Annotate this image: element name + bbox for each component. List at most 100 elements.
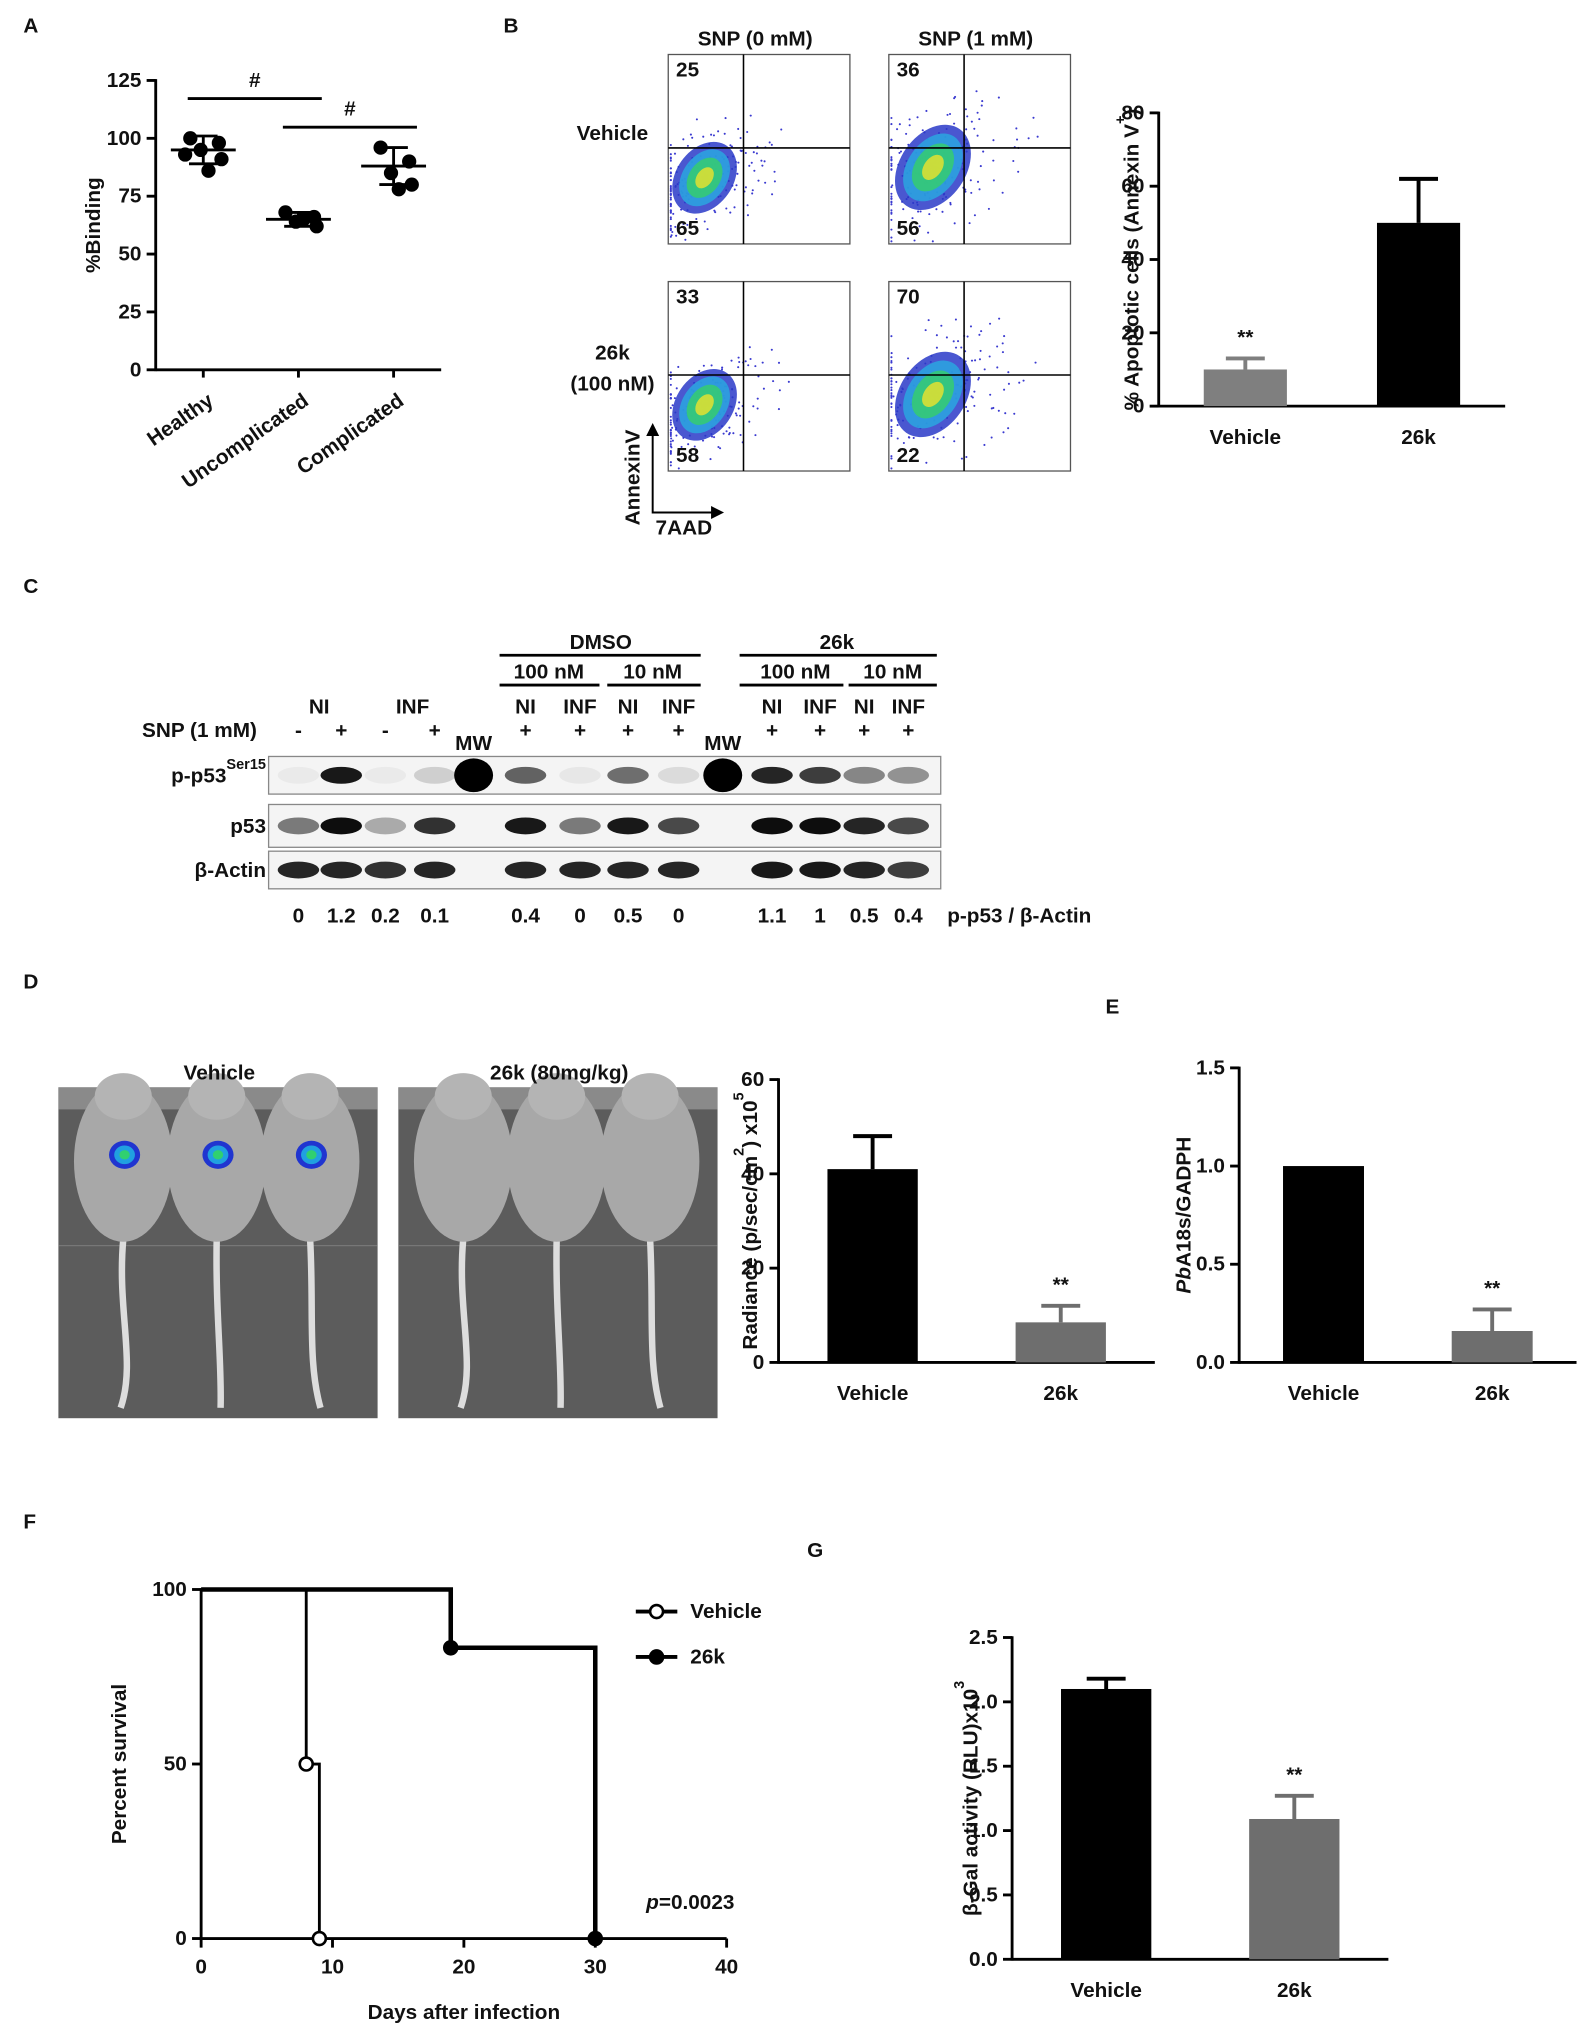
event bbox=[729, 144, 732, 147]
event bbox=[686, 223, 689, 226]
event bbox=[754, 365, 757, 368]
event bbox=[671, 404, 674, 407]
signal bbox=[119, 1150, 130, 1160]
row-label: (100 nM) bbox=[570, 373, 654, 396]
event bbox=[669, 216, 672, 219]
band bbox=[657, 817, 700, 835]
event bbox=[941, 210, 944, 213]
event bbox=[905, 132, 908, 135]
y-tick-label: 60 bbox=[741, 1068, 764, 1091]
event bbox=[709, 458, 712, 461]
event bbox=[890, 432, 893, 435]
event bbox=[669, 227, 672, 230]
y-tick-label: 20 bbox=[741, 1257, 764, 1280]
event bbox=[992, 406, 995, 409]
quadrant-value: 65 bbox=[676, 217, 699, 240]
event bbox=[965, 405, 968, 409]
band bbox=[364, 766, 407, 784]
event bbox=[979, 165, 982, 168]
event bbox=[750, 161, 753, 164]
event bbox=[756, 397, 759, 400]
event bbox=[669, 190, 672, 193]
snp-sign: + bbox=[902, 719, 914, 742]
band bbox=[320, 766, 363, 784]
event bbox=[717, 130, 720, 133]
event bbox=[973, 390, 976, 393]
event bbox=[966, 335, 969, 338]
event bbox=[890, 389, 893, 392]
snp-label: SNP (1 mM) bbox=[142, 719, 257, 742]
event bbox=[973, 127, 976, 130]
event bbox=[730, 359, 733, 362]
y-tick-label: 60 bbox=[1121, 175, 1144, 198]
concentration: 10 nM bbox=[623, 661, 682, 684]
event bbox=[669, 205, 672, 208]
event bbox=[720, 368, 724, 371]
event bbox=[890, 164, 893, 167]
band bbox=[843, 766, 885, 784]
event bbox=[725, 207, 728, 210]
event bbox=[890, 209, 893, 212]
event bbox=[890, 218, 893, 221]
event bbox=[890, 156, 893, 159]
event bbox=[983, 443, 986, 446]
event bbox=[669, 452, 672, 455]
event bbox=[966, 410, 969, 413]
event bbox=[890, 361, 893, 364]
image-label: Vehicle bbox=[184, 1062, 256, 1085]
x-tick-label: 30 bbox=[584, 1956, 607, 1979]
event bbox=[669, 434, 672, 438]
event bbox=[952, 340, 955, 343]
event bbox=[966, 115, 969, 118]
legend-label: 26k bbox=[690, 1645, 725, 1668]
y-tick-label: 1.0 bbox=[1196, 1155, 1225, 1178]
event bbox=[737, 161, 740, 164]
event bbox=[736, 172, 739, 175]
event bbox=[669, 445, 672, 448]
event bbox=[890, 123, 893, 126]
event bbox=[914, 448, 917, 451]
event bbox=[927, 231, 930, 234]
event bbox=[977, 378, 980, 381]
event bbox=[1012, 159, 1015, 163]
band bbox=[843, 861, 885, 879]
x-tick-label: 26k bbox=[1401, 426, 1436, 449]
x-tick-label: Vehicle bbox=[1210, 426, 1282, 449]
event bbox=[895, 380, 898, 383]
mouse-head bbox=[188, 1073, 246, 1120]
event bbox=[757, 179, 760, 182]
bar bbox=[1249, 1818, 1340, 1960]
y-tick-label: 20 bbox=[1121, 321, 1144, 344]
event bbox=[669, 440, 672, 443]
treatment: INF bbox=[892, 696, 925, 719]
event bbox=[669, 224, 672, 227]
event bbox=[689, 133, 692, 136]
snp-sign: + bbox=[673, 719, 685, 742]
y-tick-label: 0 bbox=[1133, 395, 1145, 418]
event bbox=[675, 387, 678, 390]
event bbox=[927, 319, 930, 322]
event bbox=[935, 334, 938, 337]
band bbox=[887, 861, 930, 879]
event bbox=[949, 201, 952, 204]
event bbox=[669, 419, 672, 422]
band bbox=[504, 861, 547, 879]
event bbox=[921, 129, 924, 132]
legend-marker bbox=[648, 1603, 665, 1620]
density bbox=[695, 167, 714, 189]
event bbox=[669, 198, 672, 201]
event bbox=[890, 366, 893, 369]
y-axis-title-part: A18s/GADPH bbox=[1172, 1137, 1195, 1267]
event bbox=[761, 361, 764, 364]
tail bbox=[553, 1239, 564, 1408]
event bbox=[890, 418, 893, 422]
event bbox=[919, 210, 922, 213]
event bbox=[734, 412, 737, 415]
y-axis-title-part: Pb bbox=[1172, 1267, 1195, 1294]
event bbox=[990, 436, 993, 439]
event bbox=[925, 461, 928, 464]
event bbox=[976, 180, 980, 183]
p-value-part: =0.0023 bbox=[659, 1891, 735, 1914]
event bbox=[735, 184, 738, 187]
band bbox=[607, 861, 649, 879]
